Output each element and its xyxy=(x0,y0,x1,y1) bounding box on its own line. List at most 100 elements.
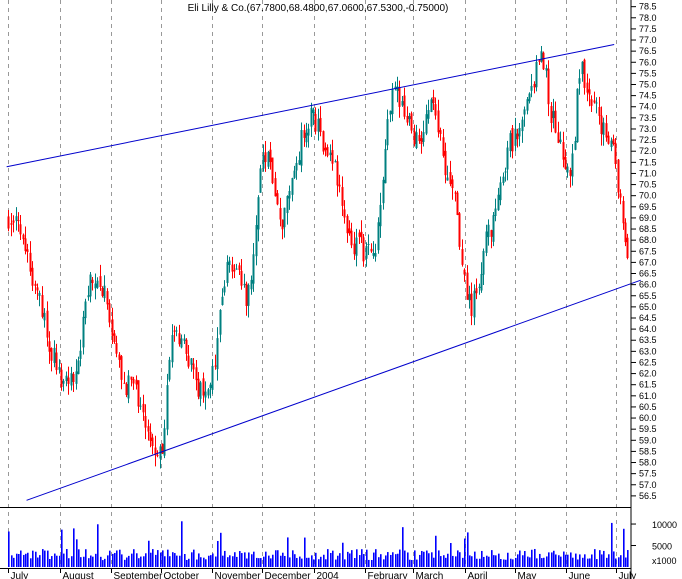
volume-bar xyxy=(71,556,73,567)
volume-bar xyxy=(203,557,205,567)
candle-body xyxy=(482,250,485,275)
volume-bar xyxy=(268,555,270,567)
price-tick-label: 68.5 xyxy=(639,224,657,234)
candle-body xyxy=(219,310,222,335)
price-tick-label: 78.0 xyxy=(639,13,657,23)
volume-bar xyxy=(277,550,279,567)
volume-bar xyxy=(61,529,63,567)
volume-bar xyxy=(517,554,519,567)
candle-body xyxy=(374,253,377,257)
volume-bar xyxy=(236,556,238,567)
price-tick-label: 63.0 xyxy=(639,346,657,356)
candle-body xyxy=(595,102,598,104)
candle-body xyxy=(514,128,517,146)
candle-body xyxy=(511,128,514,152)
volume-bar xyxy=(524,551,526,567)
candle-body xyxy=(276,193,279,205)
candle-body xyxy=(288,190,291,199)
date-tick-label: June xyxy=(569,571,591,579)
candle-body xyxy=(250,279,253,290)
volume-bar xyxy=(488,556,490,567)
volume-bar xyxy=(462,557,464,567)
candle-body xyxy=(576,88,579,143)
volume-bar xyxy=(272,554,274,567)
volume-bar xyxy=(13,557,15,567)
candle-body xyxy=(255,225,258,257)
candle-body xyxy=(410,113,413,131)
volume-bar xyxy=(56,555,58,567)
candle-body xyxy=(562,142,565,160)
candle-body xyxy=(108,303,111,323)
price-tick-label: 77.5 xyxy=(639,24,657,34)
candle-body xyxy=(336,161,339,186)
candle-body xyxy=(209,384,212,389)
price-tick-label: 61.5 xyxy=(639,380,657,390)
volume-bar xyxy=(136,553,138,567)
volume-bar xyxy=(162,550,164,567)
candle-body xyxy=(454,192,457,194)
candle-body xyxy=(168,359,171,380)
candle-body xyxy=(187,355,190,367)
volume-bar xyxy=(565,554,567,567)
candle-body xyxy=(135,379,138,385)
candle-body xyxy=(530,85,533,91)
candle-body xyxy=(540,51,543,62)
volume-bar xyxy=(251,554,253,567)
candle-body xyxy=(600,115,603,134)
volume-bar xyxy=(239,551,241,567)
candle-body xyxy=(372,252,375,256)
volume-bar xyxy=(186,559,188,567)
candle-body xyxy=(130,376,133,380)
candle-body xyxy=(26,249,29,253)
candle-body xyxy=(132,379,135,384)
volume-bar xyxy=(539,553,541,567)
candle-body xyxy=(578,78,581,84)
candle-body xyxy=(214,365,217,367)
volume-bar xyxy=(356,549,358,567)
candle-body xyxy=(154,447,157,456)
candle-body xyxy=(322,131,325,152)
trendlines xyxy=(6,43,641,501)
volume-bar xyxy=(606,557,608,567)
volume-bar xyxy=(567,554,569,567)
volume-bar xyxy=(435,535,437,567)
price-tick-label: 70.0 xyxy=(639,191,657,201)
candle-body xyxy=(475,288,478,294)
volume-bar xyxy=(404,550,406,567)
candle-body xyxy=(466,272,469,300)
candle-body xyxy=(245,283,248,306)
volume-bar xyxy=(275,550,277,567)
volume-bar xyxy=(416,559,418,567)
candle-body xyxy=(569,170,572,176)
candle-body xyxy=(269,149,272,163)
candle-body xyxy=(77,360,80,375)
volume-bar xyxy=(582,557,584,567)
date-tick-label: July xyxy=(619,571,637,579)
volume-bar xyxy=(92,556,94,567)
volume-bar xyxy=(515,557,517,567)
volume-bar xyxy=(164,556,166,567)
candle-body xyxy=(202,378,205,396)
volume-bar xyxy=(423,551,425,567)
candle-body xyxy=(331,150,334,164)
candle-body xyxy=(552,111,555,119)
candle-body xyxy=(559,139,562,142)
volume-bar xyxy=(455,556,457,567)
volume-bar xyxy=(491,550,493,567)
volume-bar xyxy=(315,552,317,567)
candle-body xyxy=(226,262,229,283)
date-tick-label: August xyxy=(63,571,94,579)
candle-body xyxy=(192,363,195,370)
volume-bar xyxy=(124,559,126,567)
candle-body xyxy=(163,428,166,456)
volume-bar xyxy=(59,555,61,567)
candle-body xyxy=(31,267,34,286)
volume-bar xyxy=(387,552,389,567)
candle-body xyxy=(53,347,56,363)
volume-bar xyxy=(51,556,53,567)
date-tick-label: February xyxy=(368,571,408,579)
candle-body xyxy=(142,403,145,413)
candle-body xyxy=(365,246,368,259)
candle-body xyxy=(461,249,464,265)
